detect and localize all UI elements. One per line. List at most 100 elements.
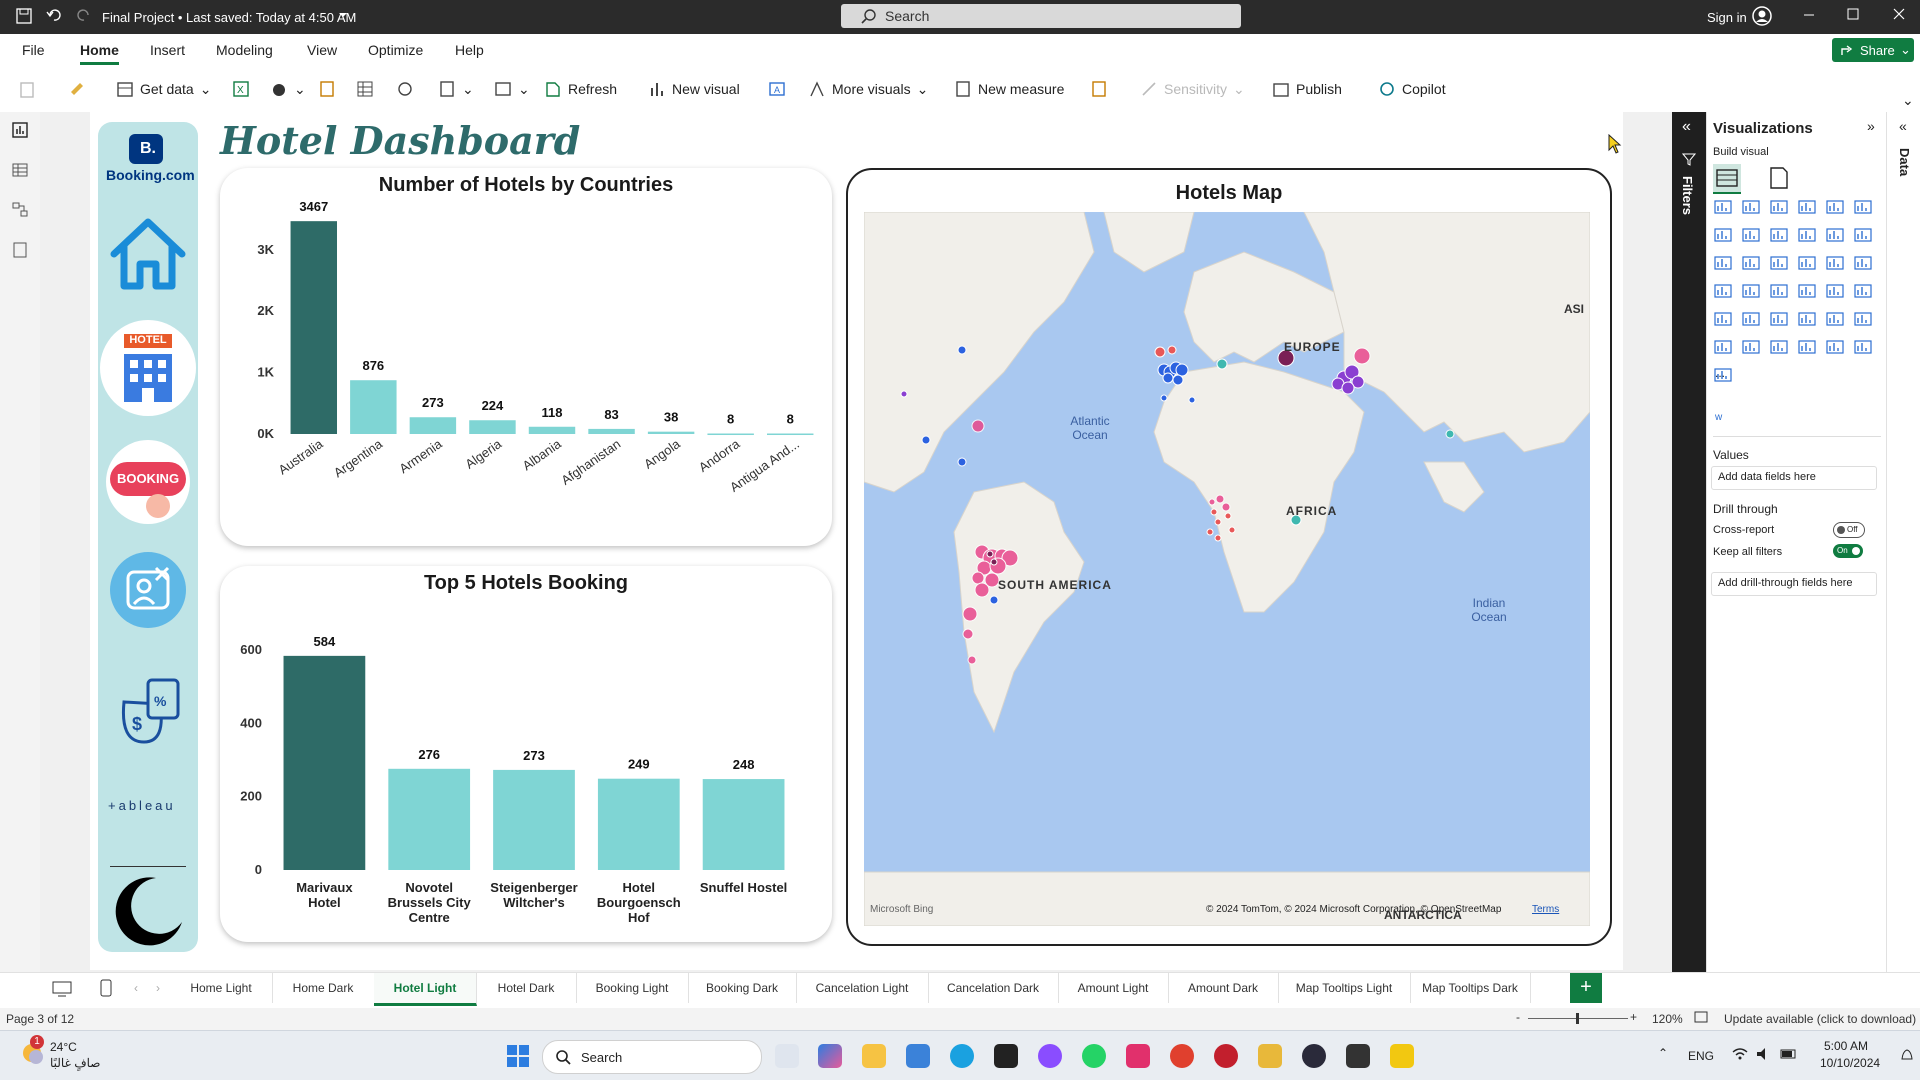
expand-chevron-icon[interactable]: « — [1682, 118, 1691, 135]
instagram-icon[interactable] — [1126, 1044, 1150, 1068]
page-tab[interactable]: Booking Light — [576, 973, 689, 1003]
chrome-icon[interactable] — [1170, 1044, 1194, 1068]
visual-type-icon[interactable] — [1713, 366, 1733, 384]
copilot-button[interactable]: Copilot — [1378, 80, 1446, 98]
snipping-tool-icon[interactable] — [1346, 1044, 1370, 1068]
visual-type-icon[interactable] — [1797, 254, 1817, 272]
publish-button[interactable]: Publish — [1272, 80, 1342, 98]
menu-home[interactable]: Home — [80, 42, 119, 65]
edge-icon[interactable] — [950, 1044, 974, 1068]
volume-icon[interactable] — [1756, 1047, 1772, 1064]
wifi-icon[interactable] — [1732, 1047, 1748, 1064]
paste-button[interactable] — [18, 80, 36, 98]
visual-type-icon[interactable] — [1825, 198, 1845, 216]
visual-type-icon[interactable] — [1769, 198, 1789, 216]
visual-type-icon[interactable] — [1769, 226, 1789, 244]
bar[interactable] — [702, 779, 785, 870]
visual-type-icon[interactable] — [1769, 310, 1789, 328]
visual-type-icon[interactable] — [1713, 282, 1733, 300]
add-page-button[interactable]: + — [1570, 973, 1602, 1003]
next-page-icon[interactable]: › — [156, 981, 160, 995]
visual-type-icon[interactable] — [1741, 254, 1761, 272]
page-tab[interactable]: Cancelation Light — [796, 973, 929, 1003]
mobile-layout-icon[interactable] — [100, 979, 112, 1000]
visual-type-icon[interactable] — [1769, 254, 1789, 272]
visual-type-icon[interactable] — [1825, 226, 1845, 244]
expand-chevron-icon[interactable]: « — [1899, 118, 1907, 134]
bar[interactable] — [707, 433, 754, 436]
fit-to-page-icon[interactable] — [1694, 1011, 1708, 1026]
zoom-slider-thumb[interactable] — [1576, 1013, 1579, 1024]
page-tab[interactable]: Home Light — [170, 973, 273, 1003]
visual-type-icon[interactable] — [1853, 338, 1873, 356]
hotels-by-country-chart[interactable]: 0K 1K 2K 3K 3467 Australia 876 Argentina 273 Arme… — [220, 168, 832, 546]
whatsapp-icon[interactable] — [1082, 1044, 1106, 1068]
taskbar-search[interactable]: Search — [542, 1040, 762, 1074]
page-tab[interactable]: Map Tooltips Light — [1278, 973, 1411, 1003]
bar[interactable] — [528, 426, 576, 434]
text-box-button[interactable]: A — [768, 80, 786, 98]
more-visuals-icon[interactable]: ... — [1715, 366, 1726, 380]
tableau-logo[interactable]: +ableau — [108, 798, 176, 813]
values-drop-zone[interactable]: Add data fields here — [1711, 466, 1877, 490]
format-visual-tab-icon[interactable] — [1765, 164, 1793, 195]
cancel-nav-icon[interactable] — [110, 552, 186, 628]
visual-type-icon[interactable] — [1825, 282, 1845, 300]
close-icon[interactable] — [1892, 7, 1906, 24]
bar[interactable] — [350, 380, 397, 434]
custom-visual-icon[interactable]: w — [1715, 412, 1723, 423]
menu-optimize[interactable]: Optimize — [368, 42, 424, 58]
visual-type-icon[interactable] — [1797, 338, 1817, 356]
visual-type-icon[interactable] — [1853, 254, 1873, 272]
minimize-icon[interactable] — [1802, 7, 1816, 24]
bing-map[interactable]: EUROPE ASI AFRICA SOUTH AMERICA Atlantic… — [864, 212, 1590, 926]
redo-icon[interactable] — [76, 7, 92, 26]
windows-start-icon[interactable] — [506, 1044, 530, 1071]
collapse-pane-icon[interactable]: » — [1867, 118, 1875, 134]
messenger-icon[interactable] — [1038, 1044, 1062, 1068]
search-box[interactable]: Search — [841, 4, 1241, 28]
visual-type-icon[interactable] — [1853, 198, 1873, 216]
bar[interactable] — [409, 417, 457, 434]
excel-button[interactable]: X — [232, 80, 250, 98]
visual-type-icon[interactable] — [1825, 338, 1845, 356]
visual-type-icon[interactable] — [1797, 198, 1817, 216]
visual-type-icon[interactable] — [1853, 226, 1873, 244]
visual-type-icon[interactable] — [1741, 282, 1761, 300]
table-view-icon[interactable] — [12, 162, 28, 183]
new-visual-button[interactable]: New visual — [648, 80, 740, 98]
bar[interactable] — [647, 431, 695, 434]
page-tab[interactable]: Cancelation Dark — [928, 973, 1059, 1003]
visual-type-icon[interactable] — [1853, 282, 1873, 300]
keep-filters-toggle[interactable]: On — [1833, 544, 1863, 558]
copilot-taskbar-icon[interactable] — [818, 1044, 842, 1068]
visual-type-icon[interactable] — [1825, 310, 1845, 328]
format-painter-button[interactable] — [68, 80, 86, 98]
model-view-icon[interactable] — [12, 202, 28, 223]
visual-type-icon[interactable] — [1853, 310, 1873, 328]
update-available-link[interactable]: Update available (click to download) — [1724, 1012, 1917, 1026]
app-icon-2[interactable] — [1258, 1044, 1282, 1068]
clock-time[interactable]: 5:00 AM — [1824, 1039, 1869, 1053]
booking-logo-icon[interactable]: B. — [129, 134, 163, 164]
more-visuals-button[interactable]: More visuals ⌄ — [808, 80, 928, 98]
maximize-icon[interactable] — [1846, 7, 1860, 24]
media-player-icon[interactable] — [1302, 1044, 1326, 1068]
notification-bell-icon[interactable] — [1900, 1047, 1914, 1066]
visual-type-icon[interactable] — [1713, 338, 1733, 356]
share-button[interactable]: Share ⌄ — [1832, 38, 1914, 62]
build-visual-tab-icon[interactable] — [1713, 164, 1741, 194]
language-indicator[interactable]: ENG — [1688, 1049, 1715, 1063]
desktop-layout-icon[interactable] — [52, 981, 72, 1000]
refresh-button[interactable]: Refresh — [544, 80, 617, 98]
visual-type-icon[interactable] — [1741, 198, 1761, 216]
hotel-nav-icon[interactable]: HOTEL — [100, 320, 196, 416]
file-explorer-icon[interactable] — [862, 1044, 886, 1068]
undo-icon[interactable] — [46, 7, 62, 26]
page-tab[interactable]: Booking Dark — [688, 973, 797, 1003]
get-data-button[interactable]: Get data ⌄ — [116, 80, 211, 98]
visual-type-icon[interactable] — [1797, 282, 1817, 300]
enter-data-button[interactable] — [356, 80, 374, 98]
visual-type-icon[interactable] — [1741, 310, 1761, 328]
account-icon[interactable] — [1752, 6, 1772, 29]
